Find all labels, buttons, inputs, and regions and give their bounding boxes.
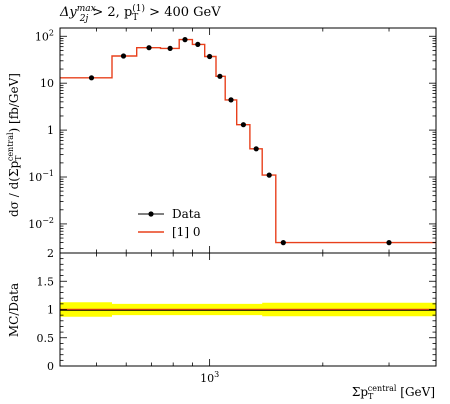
- data-point: [228, 97, 234, 103]
- data-point: [207, 53, 213, 60]
- main-plot-frame: [59, 27, 437, 254]
- ratio-plot-panel: 0 0.5 1 1.5 2 103: [37, 247, 437, 385]
- y-tick-label: 10−2: [28, 216, 54, 231]
- data-point: [88, 75, 95, 81]
- data-point: [167, 45, 173, 52]
- main-plot-panel: 10−2 10−1 1 10 102: [28, 27, 437, 254]
- legend-mc-label: [1] 0: [172, 225, 200, 239]
- data-point: [266, 172, 272, 178]
- x-axis-label: ΣpTcentral [GeV]: [352, 384, 435, 401]
- ratio-y-axis-label: MC/Data: [7, 283, 21, 337]
- ratio-y-tick-label: 1: [47, 304, 54, 317]
- legend-data-label: Data: [172, 207, 201, 221]
- y-tick-label: 1: [47, 124, 54, 137]
- chart-title: Δymax 2j > 2, pT(1) > 400 GeV: [59, 3, 221, 24]
- y-tick-label: 10−1: [28, 169, 54, 184]
- y-tick-label: 102: [35, 28, 54, 43]
- data-point: [217, 73, 223, 79]
- data-point: [195, 41, 201, 48]
- data-point: [182, 37, 188, 43]
- data-point: [280, 240, 286, 246]
- x-tick-label: 103: [200, 370, 219, 385]
- legend: Data [1] 0: [138, 207, 201, 239]
- mc-step-line: [60, 38, 436, 244]
- ratio-y-tick-label: 2: [47, 247, 54, 260]
- ratio-y-tick-label: 1.5: [37, 275, 55, 288]
- legend-data-marker: [148, 211, 154, 217]
- data-point: [386, 240, 392, 246]
- data-point: [120, 53, 127, 59]
- ratio-y-tick-label: 0.5: [37, 332, 55, 345]
- data-point: [240, 122, 246, 128]
- data-point: [253, 146, 259, 152]
- ratio-y-tick-label: 0: [47, 360, 54, 373]
- y-tick-label: 10: [40, 77, 54, 90]
- top-y-axis-label: dσ / d(ΣpTcentral) [fb/GeV]: [6, 73, 23, 217]
- data-point: [146, 45, 152, 51]
